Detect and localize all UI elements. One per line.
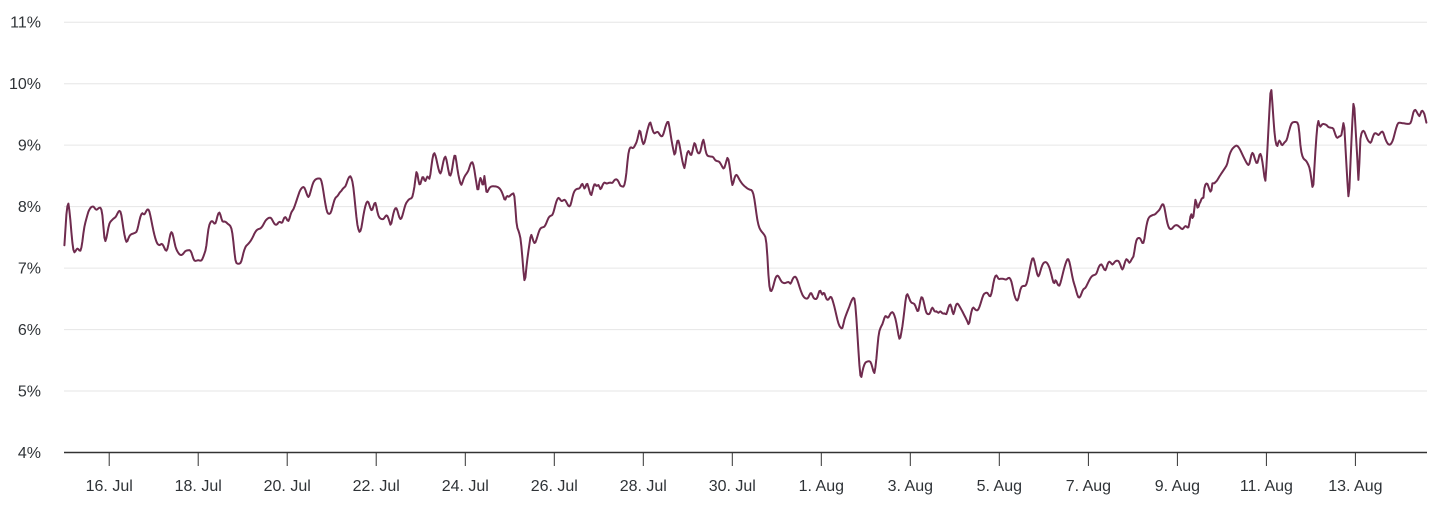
svg-text:6%: 6% [18,322,41,339]
svg-text:16. Jul: 16. Jul [86,478,133,495]
svg-text:24. Jul: 24. Jul [442,478,489,495]
svg-text:3. Aug: 3. Aug [888,478,933,495]
svg-text:8%: 8% [18,199,41,216]
svg-text:10%: 10% [9,76,41,93]
svg-text:5. Aug: 5. Aug [977,478,1022,495]
svg-text:13. Aug: 13. Aug [1328,478,1382,495]
svg-text:1. Aug: 1. Aug [799,478,844,495]
svg-text:9. Aug: 9. Aug [1155,478,1200,495]
svg-text:9%: 9% [18,138,41,155]
svg-text:5%: 5% [18,384,41,401]
svg-text:20. Jul: 20. Jul [264,478,311,495]
svg-text:22. Jul: 22. Jul [353,478,400,495]
svg-text:28. Jul: 28. Jul [620,478,667,495]
svg-text:7. Aug: 7. Aug [1066,478,1111,495]
svg-text:18. Jul: 18. Jul [175,478,222,495]
svg-text:11%: 11% [10,15,41,32]
svg-text:4%: 4% [18,445,41,462]
svg-text:11. Aug: 11. Aug [1240,478,1293,495]
svg-text:26. Jul: 26. Jul [531,478,578,495]
svg-text:7%: 7% [18,261,41,278]
svg-text:30. Jul: 30. Jul [709,478,756,495]
